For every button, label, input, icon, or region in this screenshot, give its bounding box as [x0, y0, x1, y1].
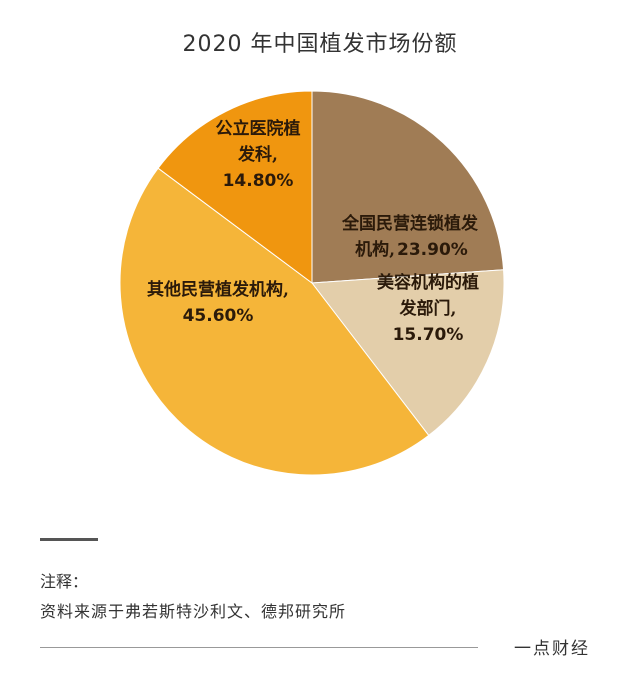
pie-slice-4 — [157, 90, 313, 284]
slice-label-text: 全国民营连锁植发 — [341, 213, 479, 234]
slice-label-text: 其他民营植发机构, — [147, 279, 289, 300]
slice-label-text: 美容机构的植 — [377, 272, 479, 293]
slice-label-text: 公立医院植 — [216, 118, 301, 139]
brand-name: 一点财经 — [514, 639, 590, 659]
slice-label-3: 其他民营植发机构, 45.60% — [147, 279, 289, 326]
slice-percent-label: 14.80% — [223, 171, 294, 191]
pie-slices — [119, 90, 505, 476]
source-note: 资料来源于弗若斯特沙利文、德邦研究所 — [40, 602, 347, 621]
pie-slice-1 — [311, 90, 505, 284]
chart-title: 2020 年中国植发市场份额 — [182, 32, 458, 57]
note-label: 注释： — [40, 572, 89, 591]
slice-label-text: 发科, — [237, 144, 278, 165]
slice-percent-label: 23.90% — [397, 240, 468, 260]
slice-percent-label: 45.60% — [183, 306, 254, 326]
slice-percent-label: 15.70% — [393, 325, 464, 345]
pie-slice-3 — [119, 167, 430, 476]
pie-slice-2 — [311, 269, 505, 437]
footer-short-divider — [40, 538, 98, 541]
slice-label-text: 发部门, — [399, 298, 457, 319]
footer-long-divider — [40, 647, 478, 648]
slice-label-text: 机构, — [355, 239, 395, 260]
